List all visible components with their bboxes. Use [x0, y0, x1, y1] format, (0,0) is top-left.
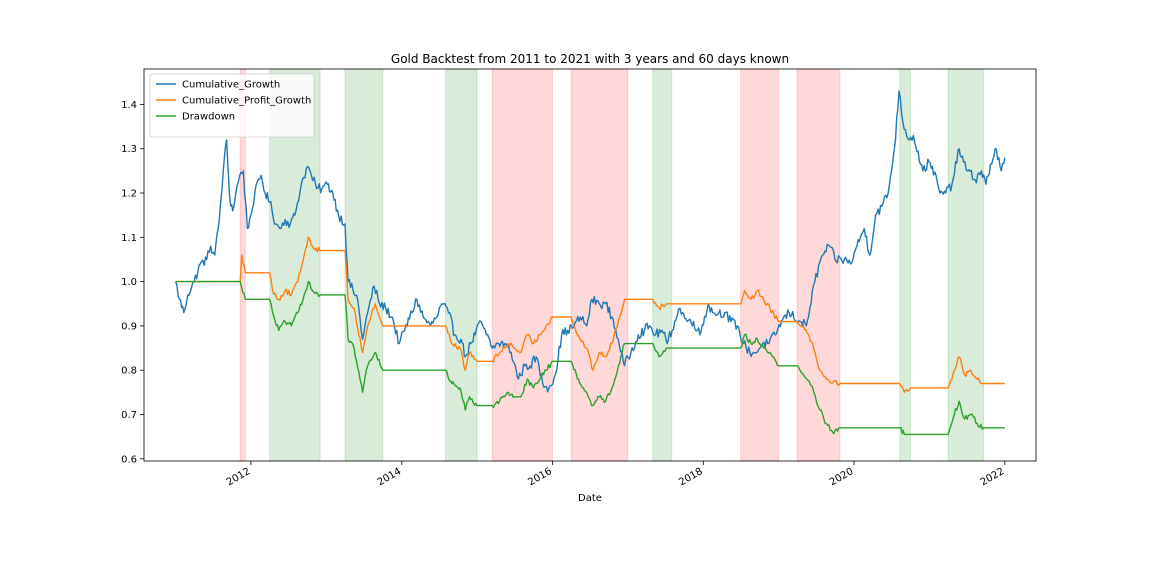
shaded-regions — [239, 68, 985, 462]
chart-title: Gold Backtest from 2011 to 2021 with 3 y… — [391, 52, 789, 66]
y-tick-label: 1.1 — [121, 233, 137, 244]
shaded-region-green — [344, 68, 384, 462]
shaded-region-green — [947, 68, 985, 462]
legend-label: Drawdown — [182, 112, 235, 123]
series-line-cumulative-profit-growth — [175, 236, 1005, 393]
y-tick-label: 1.4 — [121, 100, 137, 111]
shaded-region-red — [570, 68, 629, 462]
series-line-drawdown — [175, 280, 1005, 436]
y-tick-label: 0.6 — [121, 454, 137, 465]
shaded-region-red — [491, 68, 553, 462]
legend-box — [149, 73, 315, 138]
plot-frame — [143, 68, 1037, 462]
shaded-region-green — [899, 68, 912, 462]
legend: Cumulative_Growth Cumulative_Profit_Growt… — [149, 73, 315, 138]
x-axis-label: Date — [578, 493, 602, 504]
series-lines — [174, 90, 1006, 436]
shaded-region-red — [740, 68, 780, 462]
y-tick-label: 1.2 — [121, 189, 137, 200]
y-tick-label: 0.7 — [121, 410, 137, 421]
y-tick-label: 0.9 — [121, 321, 137, 332]
y-tick-label: 0.8 — [121, 366, 137, 377]
y-tick-label: 1.0 — [121, 277, 137, 288]
y-tick-label: 1.3 — [121, 144, 137, 155]
legend-label: Cumulative_Profit_Growth — [182, 96, 311, 107]
series-line-cumulative-growth — [174, 90, 1006, 393]
shaded-region-green — [652, 68, 673, 462]
legend-label: Cumulative_Growth — [182, 80, 280, 91]
y-axis: 0.6 0.7 0.8 0.9 1.0 1.1 1.2 1.3 1.4 — [121, 100, 144, 465]
